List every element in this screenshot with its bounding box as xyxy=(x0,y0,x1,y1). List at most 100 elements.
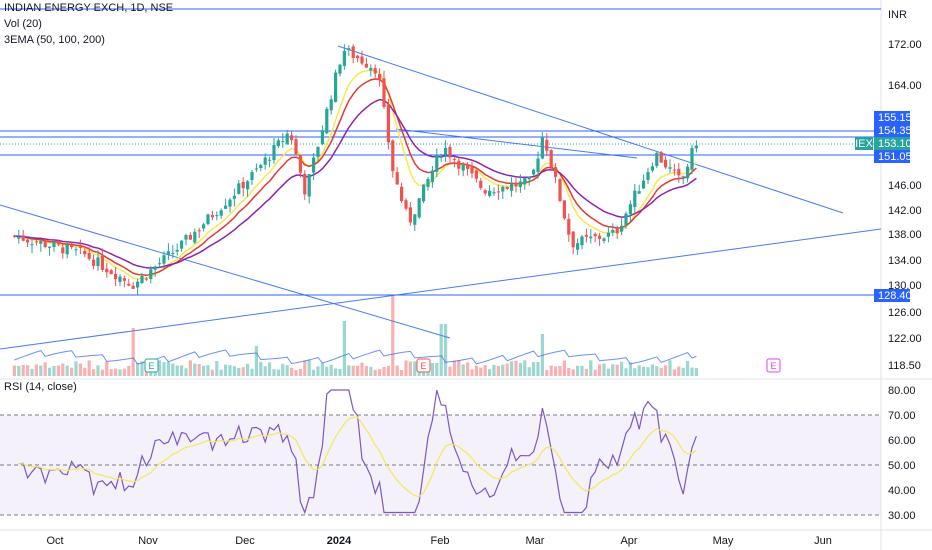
volume-bar xyxy=(78,363,82,376)
volume-bar xyxy=(663,365,668,376)
candle xyxy=(523,177,527,190)
ema-50-line xyxy=(14,69,697,280)
candle xyxy=(96,250,100,271)
ema-legend[interactable]: 3EMA (50, 100, 200) xyxy=(4,34,105,46)
earnings-marker-nov[interactable]: E xyxy=(144,358,159,373)
candle xyxy=(668,159,672,173)
earnings-marker-upcoming[interactable]: E xyxy=(766,358,781,373)
volume-bar xyxy=(413,361,417,376)
candle xyxy=(611,223,615,237)
candle xyxy=(681,175,685,185)
candle xyxy=(558,178,562,203)
candle xyxy=(505,186,509,190)
chart-title[interactable]: INDIAN ENERGY EXCH, 1D, NSE xyxy=(4,2,174,14)
rsi-legend[interactable]: RSI (14, close) xyxy=(4,381,77,393)
trend-lines[interactable] xyxy=(0,45,882,350)
candle xyxy=(518,174,522,193)
candle xyxy=(281,133,285,148)
candle xyxy=(245,180,250,197)
candle xyxy=(514,177,518,193)
candle xyxy=(672,163,676,176)
volume-bar xyxy=(382,366,386,376)
candle xyxy=(34,239,38,246)
volume-bar xyxy=(289,367,294,376)
candle xyxy=(232,188,236,207)
volume-bar xyxy=(140,361,144,376)
candle xyxy=(298,154,302,178)
candle xyxy=(584,228,588,243)
time-tick: Feb xyxy=(431,535,450,547)
volume-bar xyxy=(536,361,540,376)
volume-bar xyxy=(553,366,558,376)
price-tick: 122.00 xyxy=(888,333,922,345)
candle xyxy=(223,198,228,210)
volume-bar xyxy=(567,367,571,376)
candle xyxy=(56,239,60,247)
volume-bar xyxy=(479,367,483,376)
candle xyxy=(373,64,377,79)
candle xyxy=(311,152,316,181)
ema-200-line xyxy=(14,98,697,269)
candle xyxy=(457,158,461,176)
volume-bar xyxy=(641,366,646,376)
volume-bar xyxy=(56,365,60,376)
candle xyxy=(254,163,258,172)
candle xyxy=(637,184,641,194)
volume-bar xyxy=(439,324,443,376)
symbol-tag: IEX xyxy=(855,138,873,150)
candle xyxy=(439,153,443,163)
candle xyxy=(606,226,610,243)
rsi-axis[interactable]: 80.00 70.00 60.00 50.00 40.00 30.00 xyxy=(888,385,916,522)
volume-bar xyxy=(646,367,650,376)
candle xyxy=(91,254,96,270)
price-axis[interactable]: INR 172.00 164.00 155.15 154.35 153.10 1… xyxy=(878,9,922,372)
price-pane[interactable] xyxy=(0,0,881,378)
volume-bar xyxy=(589,360,593,376)
volume-bar xyxy=(188,360,192,376)
volume-bar xyxy=(487,369,492,376)
volume-legend[interactable]: Vol (20) xyxy=(4,18,42,30)
candle xyxy=(131,282,135,290)
candle xyxy=(118,274,122,286)
volume-bar xyxy=(360,362,364,376)
candle xyxy=(602,237,606,244)
volume-bar xyxy=(694,368,698,376)
candle xyxy=(12,234,16,239)
time-axis[interactable]: Oct Nov Dec 2024 Feb Mar Apr May Jun xyxy=(46,535,831,547)
candle xyxy=(430,165,434,188)
candle xyxy=(562,200,566,221)
volume-bar xyxy=(320,363,324,376)
earnings-marker-label: E xyxy=(420,361,426,371)
candle xyxy=(237,180,241,195)
candle xyxy=(549,149,553,171)
candle xyxy=(210,210,214,221)
horizontal-levels[interactable] xyxy=(0,8,881,296)
candle xyxy=(294,135,298,156)
candle xyxy=(487,185,492,198)
volume-bar xyxy=(509,361,514,376)
volume-bar xyxy=(637,365,641,376)
candle xyxy=(465,162,470,176)
earnings-marker-label: E xyxy=(770,361,776,371)
candle xyxy=(479,177,483,191)
candle xyxy=(509,177,514,197)
volume-bar xyxy=(611,364,615,376)
candles xyxy=(12,44,698,296)
candle xyxy=(342,44,346,70)
candle xyxy=(685,163,690,183)
price-tag-155: 155.15 xyxy=(878,112,912,124)
candle xyxy=(413,214,417,231)
candle xyxy=(109,268,113,275)
candle xyxy=(650,162,654,173)
candle xyxy=(25,238,30,248)
candle xyxy=(443,140,448,163)
candle xyxy=(105,262,109,278)
volume-bar xyxy=(307,360,311,376)
candle xyxy=(100,248,104,273)
candle xyxy=(140,273,144,284)
earnings-marker-jan[interactable]: E xyxy=(416,358,431,373)
volume-bar xyxy=(157,360,162,376)
volume-bar xyxy=(12,365,16,376)
candle xyxy=(325,106,329,135)
